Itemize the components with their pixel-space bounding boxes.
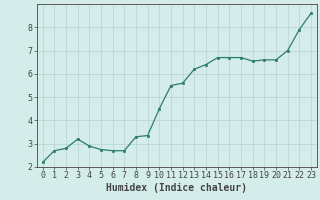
X-axis label: Humidex (Indice chaleur): Humidex (Indice chaleur) <box>106 183 247 193</box>
